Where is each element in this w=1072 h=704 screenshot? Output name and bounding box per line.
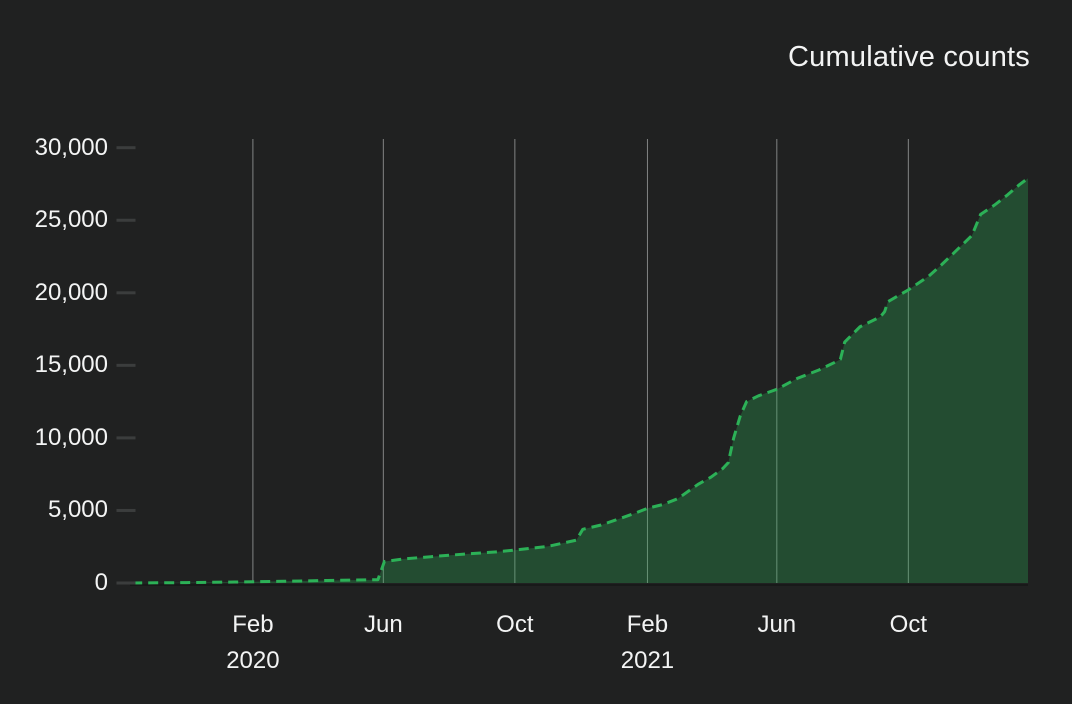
chart-title: Cumulative counts — [788, 41, 1030, 73]
y-axis-tick-label: 25,000 — [34, 206, 108, 234]
y-axis-tick-label: 20,000 — [34, 278, 108, 306]
x-axis-year-label: 2021 — [620, 647, 675, 674]
series-area-fill — [130, 178, 1028, 584]
series-dashed-line — [132, 177, 1029, 585]
x-axis-month-label: Jun — [757, 611, 797, 638]
x-axis-month-label: Oct — [889, 611, 927, 638]
x-axis-year-label: 2020 — [226, 647, 280, 674]
y-tick-mark — [116, 508, 136, 512]
x-axis-baseline — [130, 584, 1028, 586]
y-tick-mark — [116, 218, 136, 222]
x-axis-month-label: Jun — [363, 611, 403, 638]
y-axis-tick-label: 0 — [94, 569, 108, 596]
x-axis-month-label: Oct — [496, 611, 534, 638]
y-tick-mark — [116, 436, 136, 440]
x-axis-month-label: Feb — [626, 611, 669, 638]
y-tick-mark — [116, 291, 136, 295]
x-axis-month-label: Feb — [232, 611, 274, 638]
y-tick-mark — [116, 363, 136, 367]
y-axis-tick-label: 15,000 — [34, 351, 108, 379]
y-axis-tick-label: 10,000 — [34, 423, 108, 451]
y-tick-mark — [116, 146, 136, 150]
y-axis-tick-label: 5,000 — [47, 496, 108, 524]
y-axis-tick-label: 30,000 — [34, 133, 108, 161]
y-tick-mark — [116, 581, 136, 585]
